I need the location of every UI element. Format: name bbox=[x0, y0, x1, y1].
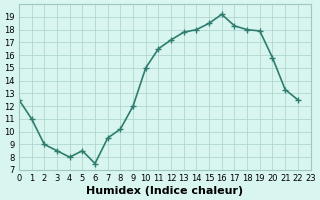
X-axis label: Humidex (Indice chaleur): Humidex (Indice chaleur) bbox=[86, 186, 243, 196]
